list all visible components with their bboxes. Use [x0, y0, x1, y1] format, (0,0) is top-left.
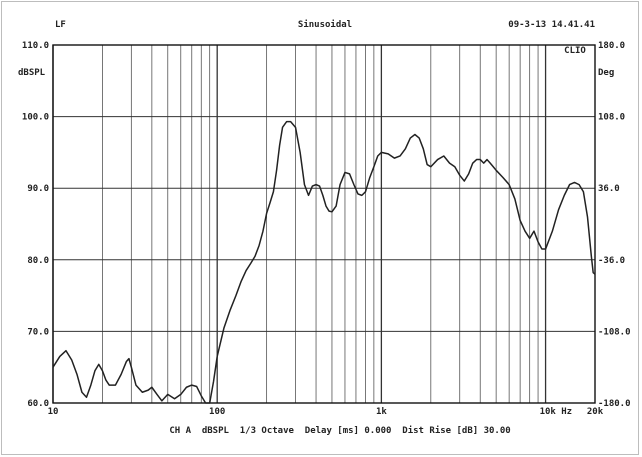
footer-info: CH A dBSPL 1/3 Octave Delay [ms] 0.000 D…: [169, 425, 510, 436]
chart-title: Sinusoidal: [298, 19, 352, 30]
y-right-tick-labels: 180.0 108.0 36.0 -36.0 -108.0 -180.0: [598, 41, 631, 409]
y-right-tick-label: 108.0: [598, 113, 625, 123]
y-left-tick-label: 80.0: [27, 256, 49, 266]
header-timestamp: 09-3-13 14.41.41: [508, 20, 595, 30]
x-tick-labels: 10 100 1k 10k Hz 20k: [48, 407, 604, 417]
y-left-tick-label: 60.0: [27, 399, 49, 409]
y-right-tick-label: 36.0: [598, 184, 620, 194]
y-right-tick-label: -180.0: [598, 399, 631, 409]
response-curve: [52, 120, 596, 404]
clio-label: CLIO: [564, 46, 586, 56]
y-right-tick-label: 180.0: [598, 41, 625, 51]
y-right-tick-label: -108.0: [598, 327, 631, 337]
x-tick-label: 20k: [587, 407, 604, 417]
y-left-tick-labels: 110.0 100.0 90.0 80.0 70.0 60.0: [22, 41, 49, 409]
y-left-tick-label: 110.0: [22, 41, 49, 51]
y-left-tick-label: 100.0: [22, 113, 49, 123]
header-left: LF: [55, 20, 66, 30]
x-tick-label: 1k: [376, 407, 387, 417]
grid-major: [52, 44, 595, 404]
y-right-tick-label: -36.0: [598, 256, 625, 266]
y-left-label: dBSPL: [18, 68, 46, 78]
x-tick-label: 10k Hz: [540, 407, 573, 417]
y-left-tick-label: 90.0: [27, 184, 49, 194]
y-left-tick-label: 70.0: [27, 327, 49, 337]
plot-border: [52, 44, 596, 404]
x-tick-label: 10: [48, 407, 59, 417]
y-right-label: Deg: [598, 68, 614, 78]
x-tick-label: 100: [209, 407, 225, 417]
